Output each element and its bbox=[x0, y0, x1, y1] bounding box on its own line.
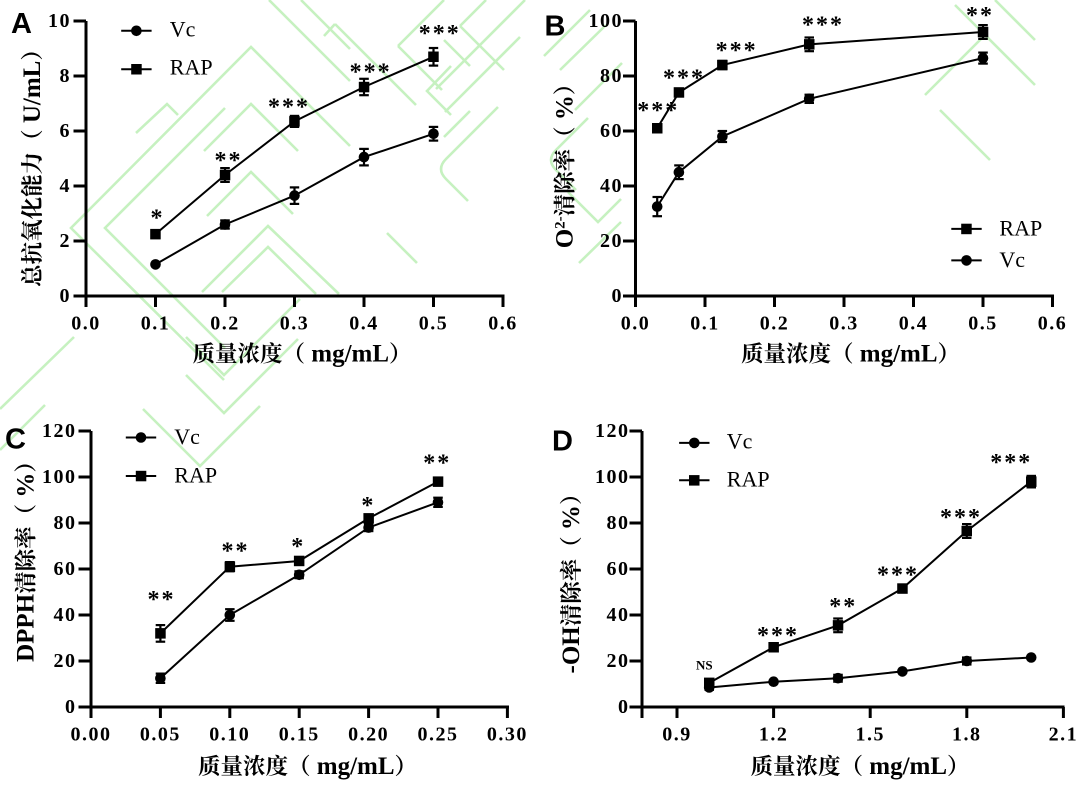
svg-text:60: 60 bbox=[54, 558, 77, 580]
svg-text:0.6: 0.6 bbox=[1038, 313, 1068, 335]
svg-text:80: 80 bbox=[607, 512, 630, 534]
svg-text:mg/mL: mg/mL bbox=[311, 753, 395, 780]
svg-text:0.30: 0.30 bbox=[487, 724, 528, 746]
svg-text:20: 20 bbox=[607, 650, 630, 672]
svg-text:0.6: 0.6 bbox=[488, 313, 518, 335]
svg-text:100: 100 bbox=[589, 10, 624, 32]
svg-text:***: *** bbox=[802, 12, 844, 38]
svg-text:D: D bbox=[552, 426, 573, 458]
svg-text:0.1: 0.1 bbox=[141, 313, 171, 335]
svg-text:0.2: 0.2 bbox=[210, 313, 240, 335]
svg-text:***: *** bbox=[350, 60, 392, 86]
svg-text:0.5: 0.5 bbox=[419, 313, 449, 335]
svg-text:**: ** bbox=[423, 451, 451, 477]
svg-text:0.1: 0.1 bbox=[690, 313, 720, 335]
svg-text:%: % bbox=[558, 505, 585, 536]
svg-text:6: 6 bbox=[60, 120, 72, 142]
svg-text:%: % bbox=[13, 473, 40, 504]
svg-text:0.3: 0.3 bbox=[280, 313, 310, 335]
svg-text:1.5: 1.5 bbox=[855, 724, 885, 746]
svg-text:0.4: 0.4 bbox=[899, 313, 929, 335]
svg-text:O: O bbox=[552, 229, 579, 248]
svg-text:0.10: 0.10 bbox=[209, 724, 250, 746]
svg-text:***: *** bbox=[637, 98, 679, 124]
svg-text:0.20: 0.20 bbox=[348, 724, 389, 746]
svg-text:B: B bbox=[545, 11, 566, 43]
svg-text:0.9: 0.9 bbox=[662, 724, 692, 746]
svg-text:RAP: RAP bbox=[727, 467, 770, 492]
svg-text:**: ** bbox=[222, 538, 250, 564]
svg-text:4: 4 bbox=[60, 175, 72, 197]
svg-text:***: *** bbox=[419, 21, 461, 47]
svg-text:0: 0 bbox=[60, 285, 72, 307]
svg-text:0: 0 bbox=[65, 696, 77, 718]
svg-text:120: 120 bbox=[595, 420, 630, 442]
svg-text:1.8: 1.8 bbox=[952, 724, 982, 746]
svg-text:0.4: 0.4 bbox=[349, 313, 379, 335]
svg-text:Vc: Vc bbox=[174, 424, 200, 449]
svg-text:80: 80 bbox=[54, 512, 77, 534]
svg-text:RAP: RAP bbox=[174, 463, 217, 488]
svg-text:0.3: 0.3 bbox=[829, 313, 859, 335]
svg-text:0.0: 0.0 bbox=[71, 313, 101, 335]
svg-text:U/mL: U/mL bbox=[19, 61, 46, 130]
svg-text:%: % bbox=[552, 95, 579, 126]
svg-text:0.0: 0.0 bbox=[621, 313, 651, 335]
svg-text:0.05: 0.05 bbox=[140, 724, 181, 746]
svg-text:100: 100 bbox=[42, 466, 77, 488]
svg-text:8: 8 bbox=[60, 65, 72, 87]
svg-text:40: 40 bbox=[607, 604, 630, 626]
svg-text:0: 0 bbox=[618, 696, 630, 718]
svg-text:**: ** bbox=[148, 587, 176, 613]
svg-text:DPPH: DPPH bbox=[13, 593, 40, 662]
svg-text:***: *** bbox=[757, 623, 799, 649]
svg-text:0: 0 bbox=[612, 285, 624, 307]
svg-text:mg/mL: mg/mL bbox=[854, 341, 938, 368]
svg-text:20: 20 bbox=[600, 230, 623, 252]
svg-text:100: 100 bbox=[595, 466, 630, 488]
svg-text:***: *** bbox=[716, 38, 758, 64]
svg-text:20: 20 bbox=[54, 650, 77, 672]
svg-text:0.15: 0.15 bbox=[279, 724, 320, 746]
svg-text:2.1: 2.1 bbox=[1049, 724, 1079, 746]
svg-text:Vc: Vc bbox=[727, 429, 753, 454]
svg-text:2-: 2- bbox=[553, 216, 569, 229]
svg-text:***: *** bbox=[663, 66, 705, 92]
svg-text:Vc: Vc bbox=[999, 247, 1025, 272]
svg-text:0.2: 0.2 bbox=[760, 313, 790, 335]
svg-text:0.25: 0.25 bbox=[418, 724, 459, 746]
svg-text:A: A bbox=[11, 8, 32, 40]
svg-text:**: ** bbox=[829, 594, 857, 620]
svg-text:0.5: 0.5 bbox=[968, 313, 998, 335]
svg-text:60: 60 bbox=[607, 558, 630, 580]
svg-text:60: 60 bbox=[600, 120, 623, 142]
svg-text:-OH: -OH bbox=[558, 626, 585, 674]
svg-text:RAP: RAP bbox=[170, 55, 213, 80]
svg-text:**: ** bbox=[966, 3, 994, 29]
svg-text:***: *** bbox=[268, 95, 310, 121]
svg-text:120: 120 bbox=[42, 420, 77, 442]
svg-text:*: * bbox=[151, 206, 165, 232]
svg-text:***: *** bbox=[940, 505, 982, 531]
svg-text:mg/mL: mg/mL bbox=[863, 753, 947, 780]
svg-text:NS: NS bbox=[696, 658, 713, 673]
svg-text:mg/mL: mg/mL bbox=[305, 341, 389, 368]
svg-text:2: 2 bbox=[60, 230, 72, 252]
svg-text:C: C bbox=[5, 424, 26, 456]
svg-text:*: * bbox=[291, 534, 305, 560]
svg-text:10: 10 bbox=[48, 10, 71, 32]
svg-text:RAP: RAP bbox=[999, 216, 1042, 241]
svg-text:**: ** bbox=[215, 148, 243, 174]
svg-text:***: *** bbox=[990, 450, 1032, 476]
svg-text:1.2: 1.2 bbox=[759, 724, 789, 746]
svg-text:Vc: Vc bbox=[170, 17, 196, 42]
svg-text:*: * bbox=[361, 493, 375, 519]
svg-text:0.00: 0.00 bbox=[71, 724, 112, 746]
svg-text:40: 40 bbox=[54, 604, 77, 626]
svg-text:40: 40 bbox=[600, 175, 623, 197]
svg-text:***: *** bbox=[877, 563, 919, 589]
svg-text:80: 80 bbox=[600, 65, 623, 87]
